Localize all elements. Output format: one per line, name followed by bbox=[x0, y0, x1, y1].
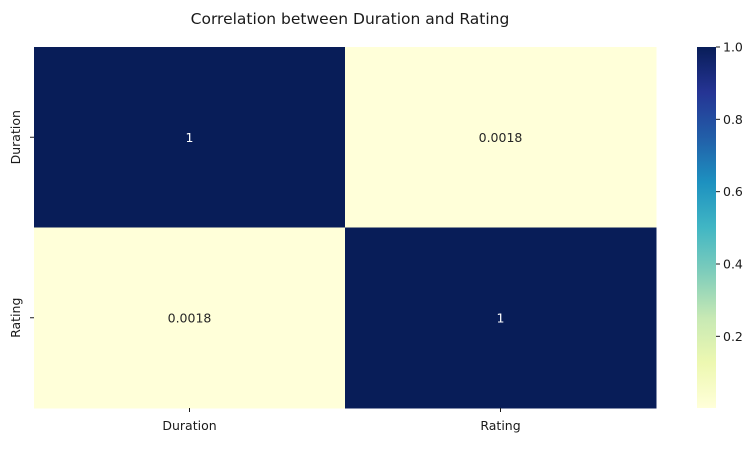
y-tick-label: Rating bbox=[8, 298, 23, 338]
heatmap-cell-1-1 bbox=[345, 227, 657, 409]
y-tick-label: Duration bbox=[8, 110, 23, 164]
heatmap-cells bbox=[34, 47, 657, 409]
colorbar-tick-label: 0.4 bbox=[723, 256, 743, 271]
cell-value-label: 1 bbox=[497, 310, 505, 325]
cell-value-label: 1 bbox=[186, 130, 194, 145]
colorbar-tick-label: 0.2 bbox=[723, 329, 743, 344]
x-tick-label: Rating bbox=[480, 418, 520, 433]
cell-value-label: 0.0018 bbox=[168, 310, 212, 325]
colorbar-tick-label: 0.6 bbox=[723, 184, 743, 199]
chart-title: Correlation between Duration and Rating bbox=[191, 10, 510, 28]
y-axis: Duration Rating bbox=[8, 110, 34, 338]
colorbar-tick-label: 1.0 bbox=[723, 40, 743, 55]
heatmap-cell-1-0 bbox=[34, 227, 346, 409]
cell-value-label: 0.0018 bbox=[479, 130, 523, 145]
heatmap-cell-0-0 bbox=[34, 47, 346, 228]
colorbar-tick-label: 0.8 bbox=[723, 112, 743, 127]
x-tick-label: Duration bbox=[162, 418, 216, 433]
colorbar: 0.2 0.4 0.6 0.8 1.0 bbox=[697, 40, 743, 408]
x-axis: Duration Rating bbox=[162, 408, 521, 433]
heatmap-cell-0-1 bbox=[345, 47, 657, 228]
colorbar-gradient bbox=[697, 47, 716, 408]
colorbar-ticks: 0.2 0.4 0.6 0.8 1.0 bbox=[716, 40, 743, 344]
heatmap-cell-labels: 1 0.0018 0.0018 1 bbox=[168, 130, 523, 326]
